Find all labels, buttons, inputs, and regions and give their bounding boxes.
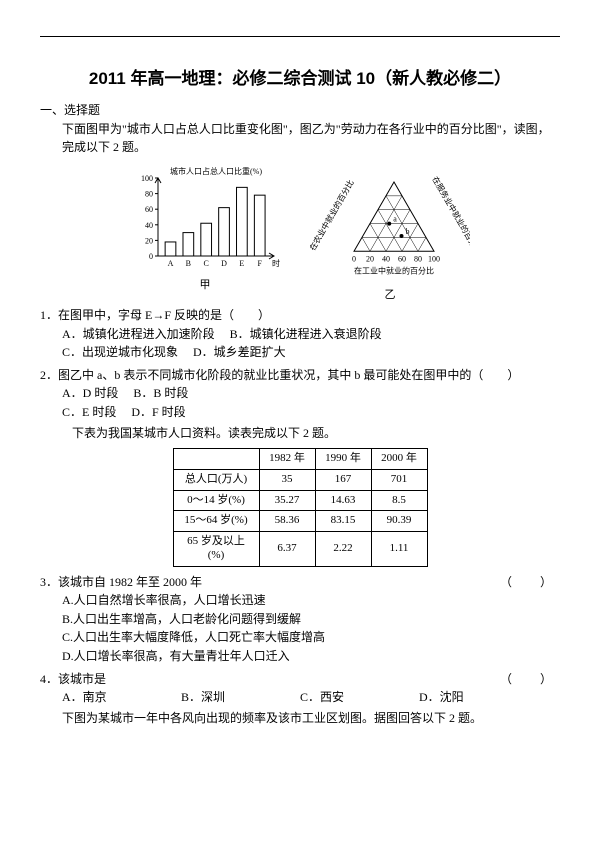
svg-text:E: E (239, 259, 244, 268)
svg-text:40: 40 (382, 254, 390, 263)
svg-text:F: F (257, 259, 262, 268)
question-2: 2．图乙中 a、b 表示不同城市化阶段的就业比重状况，其中 b 最可能处在图甲中… (40, 366, 560, 442)
svg-text:60: 60 (145, 205, 153, 214)
q2-optB: B．B 时段 (133, 384, 188, 403)
svg-text:20: 20 (366, 254, 374, 263)
section-heading: 一、选择题 (40, 101, 560, 118)
question-4: 4．该城市是 （ ） A．南京 B．深圳 C．西安 D．沈阳 下图为某城市一年中… (40, 670, 560, 728)
q3-paren: （ ） (500, 573, 560, 592)
figure-row: 城市人口占总人口比重(%) 0 20 40 60 80 100 A B C D E F 时间 甲 0 20 4… (40, 164, 560, 302)
q4-optA: A．南京 (62, 688, 166, 707)
q2-optD: D．F 时段 (131, 403, 185, 422)
q2-subintro: 下表为我国某城市人口资料。读表完成以下 2 题。 (72, 424, 560, 443)
q4-stem-row: 4．该城市是 （ ） (40, 670, 560, 689)
q3-options: A.人口自然增长率很高，人口增长迅速 B.人口出生率增高，人口老龄化问题得到缓解… (62, 591, 560, 665)
svg-text:城市人口占总人口比重(%): 城市人口占总人口比重(%) (170, 166, 262, 176)
q4-note: 下图为某城市一年中各风向出现的频率及该市工业区划图。据图回答以下 2 题。 (62, 709, 560, 728)
q3-optC: C.人口出生率大幅度降低，人口死亡率大幅度增高 (62, 628, 560, 647)
svg-text:D: D (221, 259, 227, 268)
q3-optA: A.人口自然增长率很高，人口增长迅速 (62, 591, 560, 610)
q1-optD: D．城乡差距扩大 (193, 343, 286, 362)
q2-options: A．D 时段 B．B 时段 C．E 时段 D．F 时段 (62, 384, 560, 421)
q4-optB: B．深圳 (181, 688, 285, 707)
svg-text:在工业中就业的百分比: 在工业中就业的百分比 (354, 265, 434, 275)
q2-stem: 2．图乙中 a、b 表示不同城市化阶段的就业比重状况，其中 b 最可能处在图甲中… (40, 366, 560, 385)
svg-text:a: a (393, 215, 397, 224)
q3-optD: D.人口增长率很高，有大量青壮年人口迁入 (62, 647, 560, 666)
svg-text:A: A (168, 259, 174, 268)
svg-text:0: 0 (149, 252, 153, 261)
figure-jia-caption: 甲 (130, 276, 280, 292)
q1-stem: 1．在图甲中，字母 E→F 反映的是（ ） (40, 306, 560, 325)
q2-optC: C．E 时段 (62, 403, 116, 422)
svg-text:40: 40 (145, 221, 153, 230)
q4-optD: D．沈阳 (419, 688, 523, 707)
q2-optA: A．D 时段 (62, 384, 118, 403)
svg-text:60: 60 (398, 254, 406, 263)
svg-text:80: 80 (145, 190, 153, 199)
question-3: 3．该城市自 1982 年至 2000 年 （ ） A.人口自然增长率很高，人口… (40, 573, 560, 666)
figure-yi: 0 20 40 60 80 100 在工业中就业的百分比 在农业中就业的百分比 在服务业中就业的… (310, 164, 470, 302)
q3-stem: 3．该城市自 1982 年至 2000 年 (40, 575, 202, 589)
svg-text:在服务业中就业的百分比: 在服务业中就业的百分比 (430, 175, 470, 256)
q4-optC: C．西安 (300, 688, 404, 707)
q4-stem: 4．该城市是 (40, 672, 106, 686)
svg-text:在农业中就业的百分比: 在农业中就业的百分比 (310, 178, 356, 252)
q1-optC: C．出现逆城市化现象 (62, 343, 178, 362)
q1-optB: B．城镇化进程进入衰退阶段 (230, 325, 382, 344)
ternary-chart-icon: 0 20 40 60 80 100 在工业中就业的百分比 在农业中就业的百分比 在服务业中就业的… (310, 164, 470, 284)
svg-text:100: 100 (141, 174, 153, 183)
intro-text: 下面图甲为"城市人口占总人口比重变化图"，图乙为"劳动力在各行业中的百分比图"，… (62, 120, 560, 156)
svg-text:0: 0 (352, 254, 356, 263)
svg-text:C: C (204, 259, 209, 268)
q4-options: A．南京 B．深圳 C．西安 D．沈阳 (62, 688, 560, 707)
q4-paren: （ ） (500, 670, 560, 689)
svg-text:b: b (405, 227, 409, 236)
page-title: 2011 年高一地理：必修二综合测试 10（新人教必修二） (40, 64, 560, 89)
figure-jia: 城市人口占总人口比重(%) 0 20 40 60 80 100 A B C D E F 时间 甲 (130, 164, 280, 302)
top-rule (40, 36, 560, 37)
q1-options: A．城镇化进程进入加速阶段 B．城镇化进程进入衰退阶段 C．出现逆城市化现象 D… (62, 325, 560, 362)
question-1: 1．在图甲中，字母 E→F 反映的是（ ） A．城镇化进程进入加速阶段 B．城镇… (40, 306, 560, 362)
svg-text:20: 20 (145, 236, 153, 245)
q3-stem-row: 3．该城市自 1982 年至 2000 年 （ ） (40, 573, 560, 592)
population-table: 1982 年1990 年2000 年总人口(万人)351677010～14 岁(… (173, 448, 428, 567)
svg-text:80: 80 (414, 254, 422, 263)
q3-optB: B.人口出生率增高，人口老龄化问题得到缓解 (62, 610, 560, 629)
svg-text:时间: 时间 (272, 258, 280, 268)
bar-chart-icon: 城市人口占总人口比重(%) 0 20 40 60 80 100 A B C D E F 时间 (130, 164, 280, 274)
svg-text:B: B (186, 259, 191, 268)
figure-yi-caption: 乙 (310, 286, 470, 302)
q1-optA: A．城镇化进程进入加速阶段 (62, 325, 215, 344)
svg-text:100: 100 (428, 254, 440, 263)
